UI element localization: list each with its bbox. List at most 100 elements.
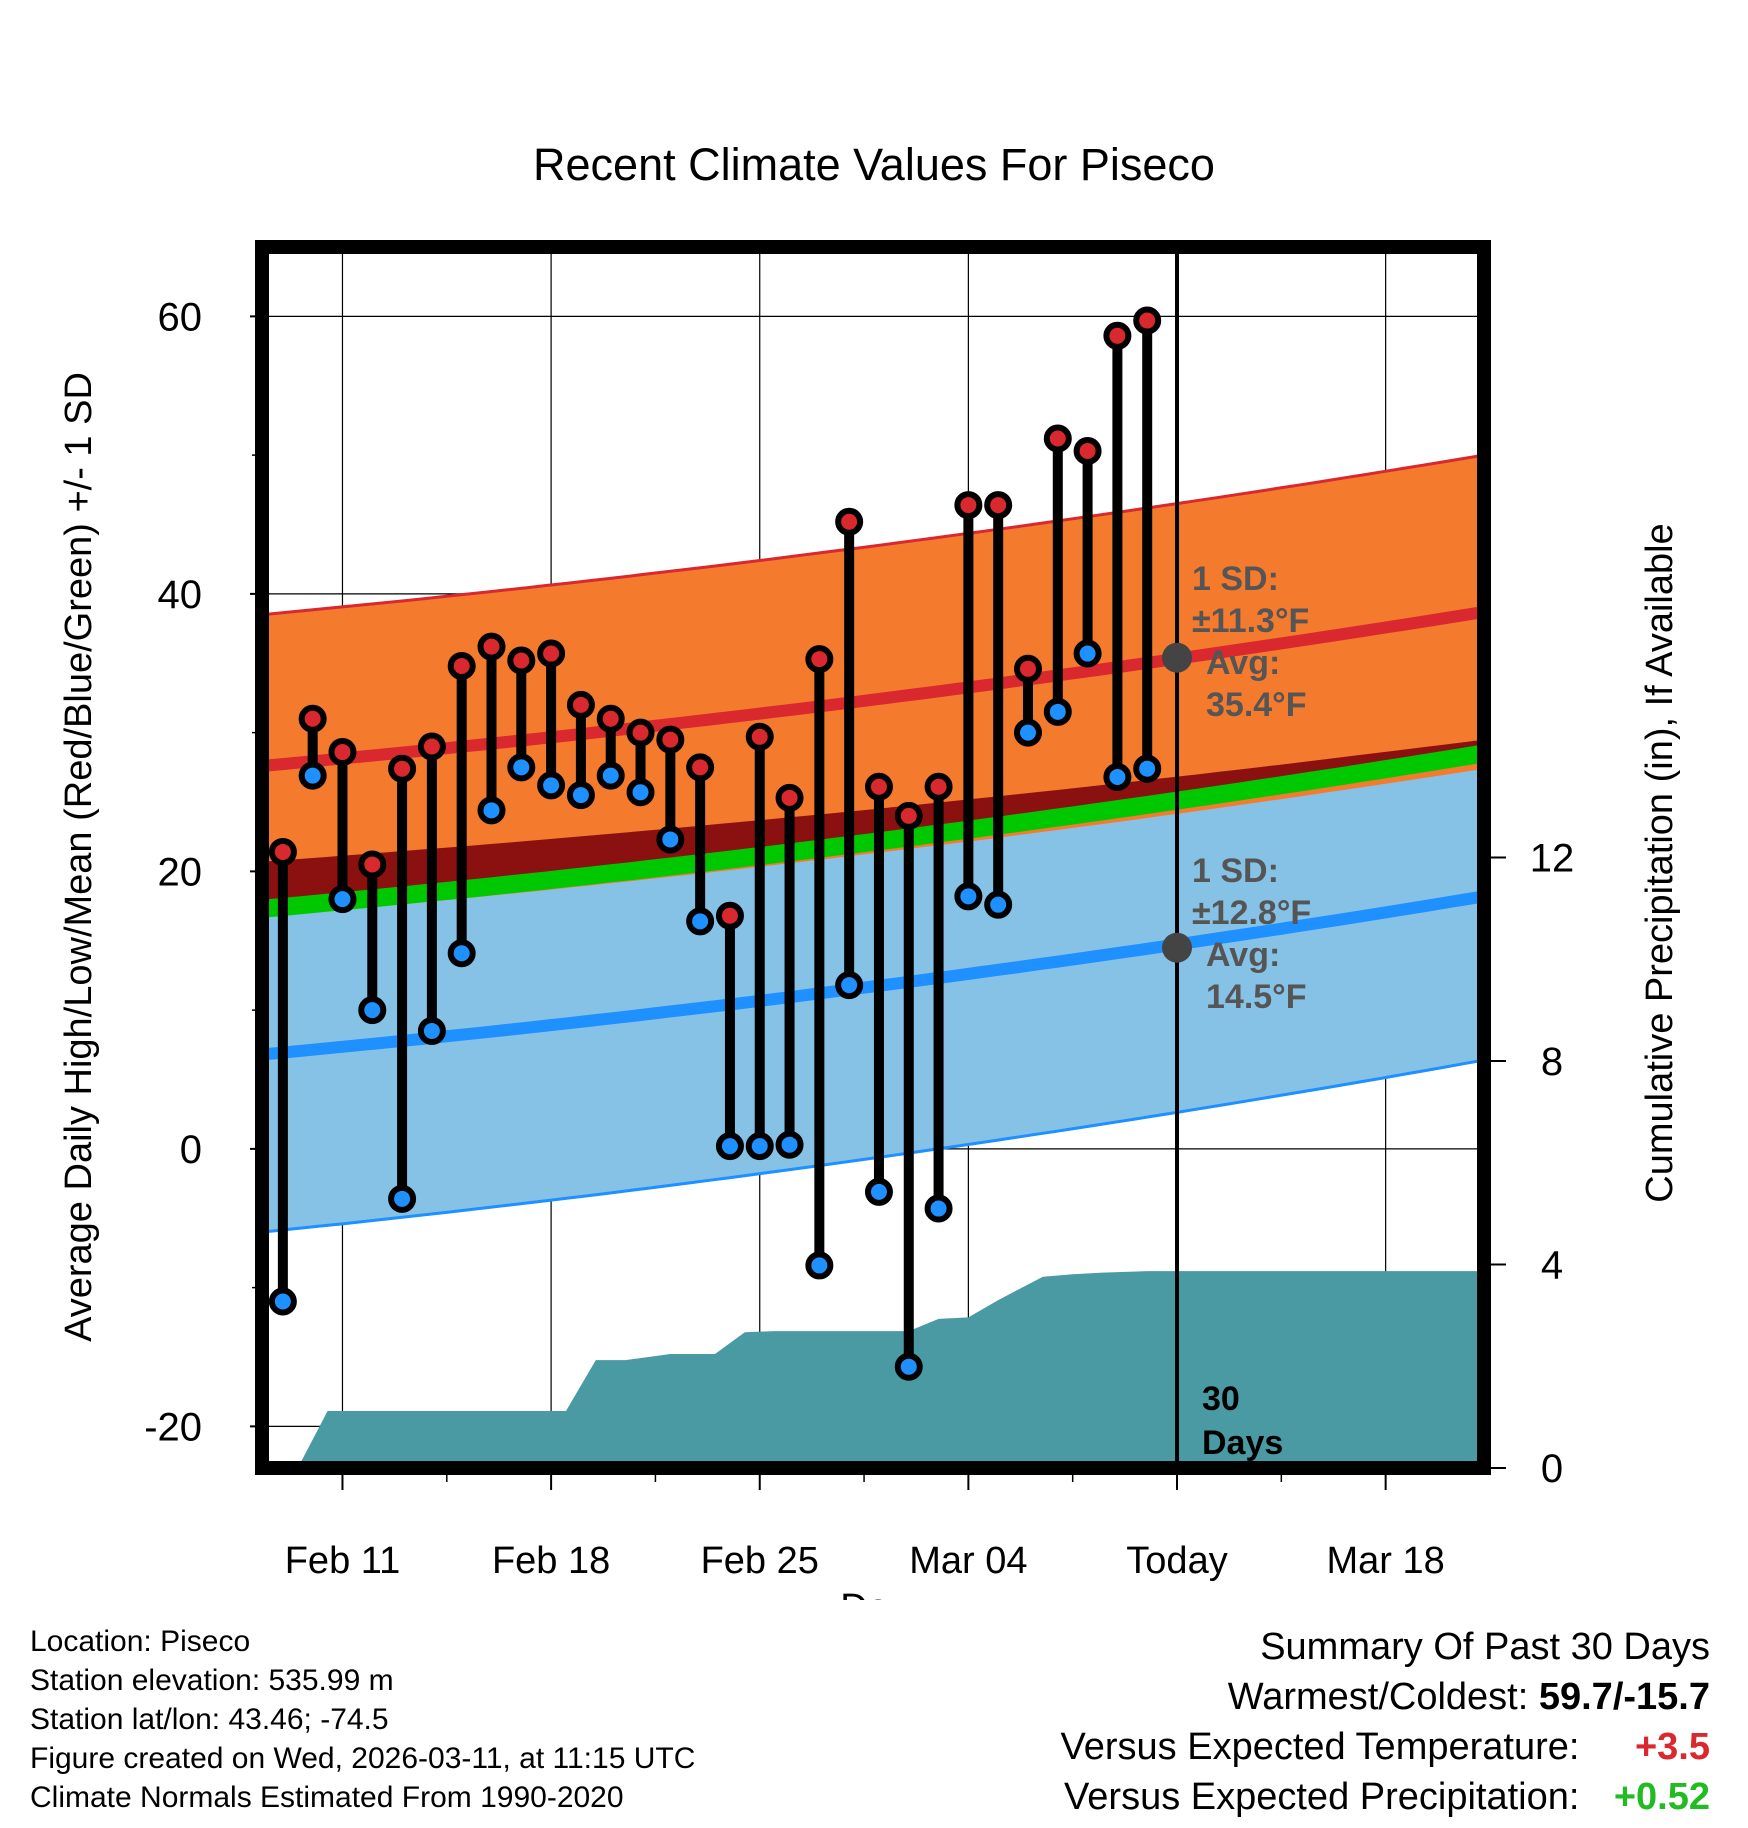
low-marker [894, 1352, 923, 1381]
x-tick-label: Today [1126, 1540, 1227, 1582]
x-tick-label: Feb 18 [492, 1540, 610, 1582]
day-bar [715, 901, 744, 1161]
day-bar [924, 772, 953, 1223]
days-annotation: 30 Days [1202, 1380, 1283, 1462]
day-bar [596, 704, 625, 790]
high-marker [1073, 436, 1102, 465]
high-marker [537, 639, 566, 668]
x-axis-label: Day [840, 1587, 908, 1600]
high-marker [626, 718, 655, 747]
low-normal-line [262, 890, 1484, 1061]
low-marker [656, 825, 685, 854]
warmest-coldest-value: 59.7/-15.7 [1538, 1676, 1710, 1718]
day-bar [894, 801, 923, 1381]
high-avg-label: Avg: [1206, 644, 1280, 682]
low-marker [388, 1184, 417, 1213]
y-tick-label: -20 [144, 1405, 202, 1449]
low-marker [298, 761, 327, 790]
average-markers [1162, 642, 1193, 963]
high-marker [984, 491, 1013, 520]
day-bar [1043, 424, 1072, 726]
day-bar [984, 491, 1013, 919]
day-bar [358, 850, 387, 1025]
y2-tick-label: 4 [1541, 1244, 1563, 1288]
low-marker [805, 1251, 834, 1280]
low-sd-value: ±12.8°F [1192, 894, 1311, 932]
high-marker [417, 732, 446, 761]
low-marker [507, 753, 536, 782]
day-bar [805, 645, 834, 1280]
day-bar [1133, 306, 1162, 783]
y2-tick-label: 8 [1541, 1040, 1563, 1084]
days-label: Days [1202, 1424, 1283, 1462]
low-marker [477, 796, 506, 825]
station-latlon: Station lat/lon: 43.46; -74.5 [30, 1703, 389, 1736]
x-tick-label: Feb 25 [701, 1540, 819, 1582]
low-marker [745, 1132, 774, 1161]
high-marker [388, 754, 417, 783]
precipitation-area [262, 1271, 1484, 1468]
day-bar [835, 507, 864, 1000]
high-marker [715, 901, 744, 930]
low-marker [268, 1287, 297, 1316]
y2-tick-label: 12 [1530, 837, 1575, 881]
x-tick-label: Mar 18 [1327, 1540, 1445, 1582]
high-marker [1043, 424, 1072, 453]
summary-title: Summary Of Past 30 Days [1260, 1626, 1710, 1668]
precipitation-departure-row: Versus Expected Precipitation: +0.52 [1061, 1772, 1710, 1822]
low-marker [596, 761, 625, 790]
day-bar [745, 722, 774, 1161]
low-marker [984, 890, 1013, 919]
low-avg-value: 14.5°F [1206, 978, 1307, 1016]
low-marker [924, 1194, 953, 1223]
high-sd-upper-line [262, 453, 1484, 617]
day-bar [864, 772, 893, 1206]
daily-range-bars [268, 306, 1162, 1381]
day-bar [1013, 654, 1042, 747]
low-marker [537, 771, 566, 800]
high-sd-value: ±11.3°F [1192, 602, 1309, 640]
temperature-departure-label: Versus Expected Temperature: [1060, 1726, 1580, 1768]
high-marker [298, 704, 327, 733]
high-marker [805, 645, 834, 674]
low-marker [358, 996, 387, 1025]
high-annotation: 1 SD: ±11.3°F Avg: 35.4°F [1192, 560, 1309, 724]
high-marker [328, 738, 357, 767]
precipitation-departure-value: +0.52 [1613, 1776, 1710, 1818]
chart-title: Recent Climate Values For Piseco [533, 139, 1215, 190]
day-bar [298, 704, 327, 790]
temperature-departure-row: Versus Expected Temperature: +3.5 [1061, 1722, 1710, 1772]
warmest-coldest-label: Warmest/Coldest: [1227, 1676, 1529, 1718]
y-tick-label: 0 [180, 1128, 202, 1172]
high-average-marker [1162, 642, 1193, 673]
high-marker [1013, 654, 1042, 683]
high-marker [686, 753, 715, 782]
day-bar [328, 738, 357, 914]
low-marker [864, 1177, 893, 1206]
low-marker [1043, 697, 1072, 726]
plot-frame [255, 240, 1491, 1475]
axes: -20 0 20 40 60 0 4 8 12 Feb 11 Feb 18 Feb 25 Mar 04 T… [144, 295, 1574, 1582]
y2-axis-label: Cumulative Precipitation (in), If Availa… [1639, 523, 1681, 1202]
x-tick-label: Mar 04 [909, 1540, 1027, 1582]
low-marker [417, 1016, 446, 1045]
high-marker [268, 837, 297, 866]
low-avg-label: Avg: [1206, 936, 1280, 974]
high-marker [566, 690, 595, 719]
low-marker [954, 882, 983, 911]
day-bar [417, 732, 446, 1045]
low-marker [1013, 718, 1042, 747]
low-marker [715, 1132, 744, 1161]
day-bar [1073, 436, 1102, 668]
high-marker [835, 507, 864, 536]
day-bar [566, 690, 595, 810]
day-bar [268, 837, 297, 1316]
low-marker [1073, 639, 1102, 668]
day-bar [537, 639, 566, 800]
plot-area [262, 247, 1484, 1468]
high-avg-value: 35.4°F [1206, 686, 1307, 724]
day-bar [507, 646, 536, 782]
low-marker [447, 939, 476, 968]
warmest-coldest-row: Warmest/Coldest: 59.7/-15.7 [1061, 1672, 1710, 1722]
low-marker [775, 1130, 804, 1159]
